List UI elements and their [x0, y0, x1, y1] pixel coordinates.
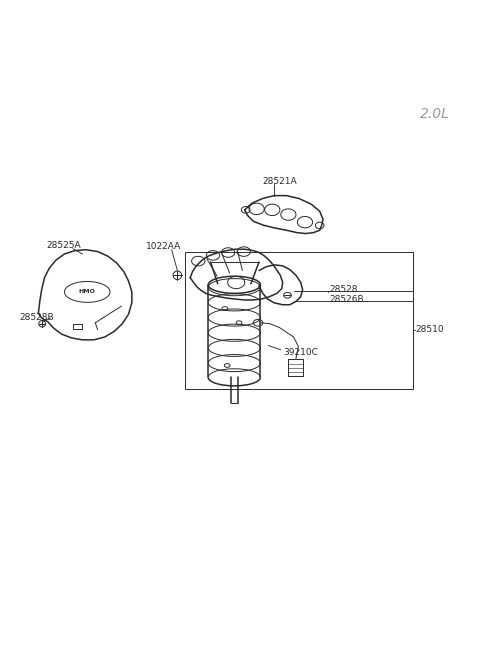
Text: HMO: HMO [79, 290, 96, 294]
Text: 39210C: 39210C [284, 348, 319, 357]
Text: 28528: 28528 [329, 284, 358, 293]
Bar [185, 252, 413, 389]
Text: 28525A: 28525A [47, 242, 81, 250]
Text: 28528B: 28528B [19, 312, 54, 322]
Text: 28510: 28510 [416, 326, 444, 334]
Text: 28526B: 28526B [329, 295, 364, 305]
Text: 2.0L: 2.0L [420, 107, 450, 121]
Text: 28521A: 28521A [263, 177, 298, 186]
Text: 1022AA: 1022AA [146, 242, 181, 252]
